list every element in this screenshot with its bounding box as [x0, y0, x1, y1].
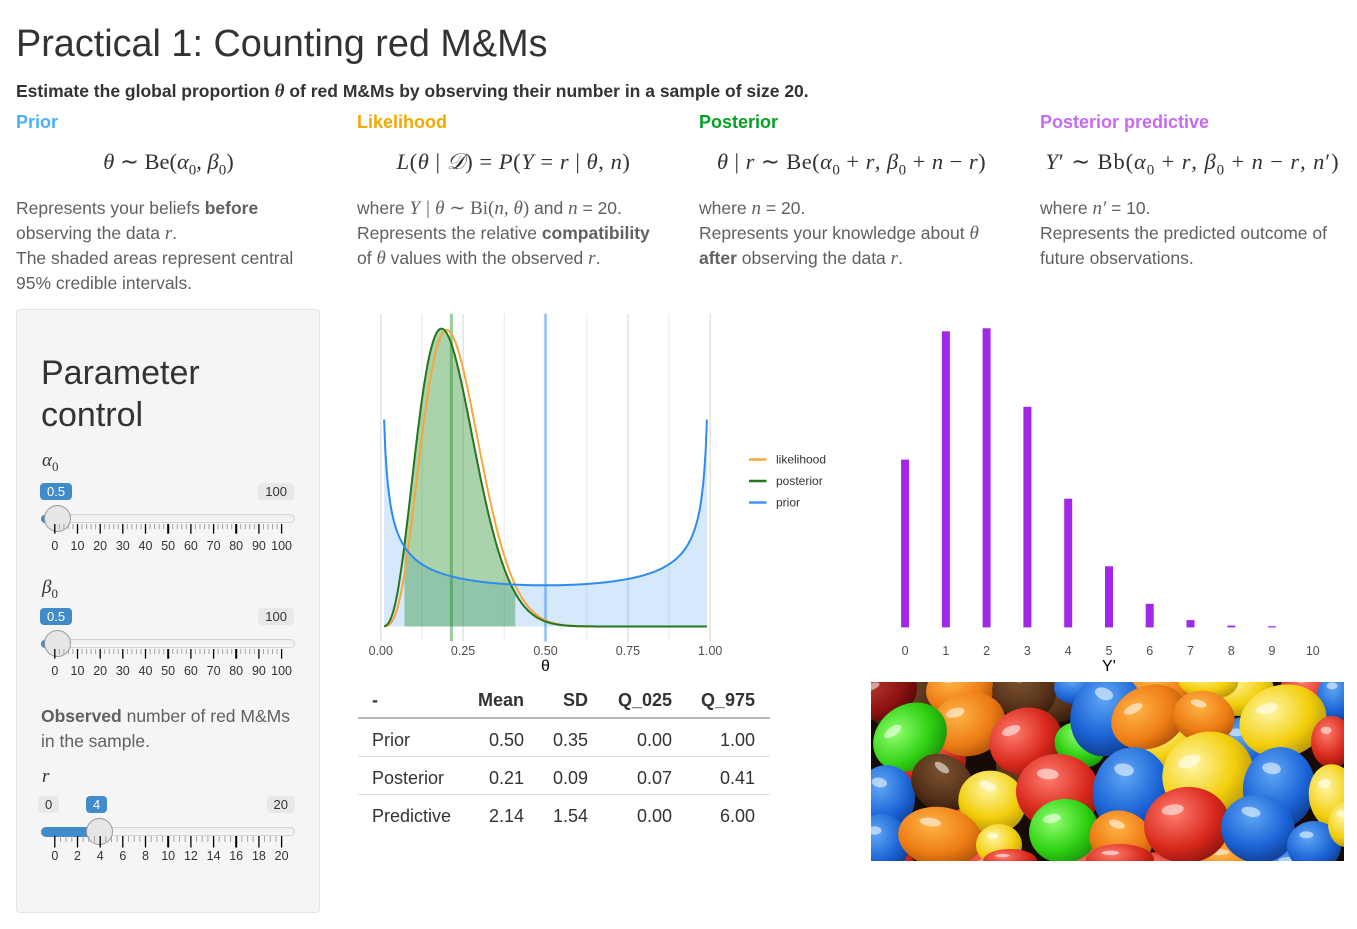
svg-text:50: 50 [161, 664, 175, 678]
svg-text:0: 0 [902, 644, 909, 658]
svg-text:100: 100 [271, 539, 292, 553]
svg-text:prior: prior [776, 496, 800, 510]
svg-text:posterior: posterior [776, 474, 823, 488]
svg-text:40: 40 [139, 664, 153, 678]
svg-text:10: 10 [161, 849, 175, 863]
svg-text:0: 0 [51, 664, 58, 678]
svg-text:10: 10 [1306, 644, 1320, 658]
svg-text:100: 100 [271, 664, 292, 678]
svg-text:4: 4 [1065, 644, 1072, 658]
svg-text:likelihood: likelihood [776, 453, 826, 467]
svg-text:2: 2 [983, 644, 990, 658]
svg-text:60: 60 [184, 664, 198, 678]
svg-text:90: 90 [252, 539, 266, 553]
svg-text:10: 10 [71, 664, 85, 678]
svg-text:14: 14 [207, 849, 221, 863]
svg-text:30: 30 [116, 539, 130, 553]
svg-text:20: 20 [93, 664, 107, 678]
svg-text:7: 7 [1187, 644, 1194, 658]
svg-text:4: 4 [97, 849, 104, 863]
svg-text:80: 80 [229, 539, 243, 553]
svg-text:0: 0 [51, 849, 58, 863]
svg-text:50: 50 [161, 539, 175, 553]
svg-text:20: 20 [275, 849, 289, 863]
svg-text:6: 6 [119, 849, 126, 863]
svg-text:10: 10 [71, 539, 85, 553]
svg-text:20: 20 [93, 539, 107, 553]
svg-text:16: 16 [229, 849, 243, 863]
svg-text:18: 18 [252, 849, 266, 863]
svg-text:30: 30 [116, 664, 130, 678]
svg-text:80: 80 [229, 664, 243, 678]
svg-text:0.00: 0.00 [369, 644, 393, 658]
svg-text:Y': Y' [1102, 658, 1116, 675]
svg-text:12: 12 [184, 849, 198, 863]
svg-text:6: 6 [1146, 644, 1153, 658]
svg-text:60: 60 [184, 539, 198, 553]
svg-text:2: 2 [74, 849, 81, 863]
svg-text:0.50: 0.50 [533, 644, 557, 658]
svg-text:1: 1 [942, 644, 949, 658]
svg-text:1.00: 1.00 [698, 644, 722, 658]
svg-text:90: 90 [252, 664, 266, 678]
svg-text:70: 70 [207, 664, 221, 678]
svg-text:8: 8 [1228, 644, 1235, 658]
svg-text:70: 70 [207, 539, 221, 553]
svg-text:θ: θ [541, 658, 550, 675]
svg-text:40: 40 [139, 539, 153, 553]
svg-text:5: 5 [1106, 644, 1113, 658]
svg-text:0.25: 0.25 [451, 644, 475, 658]
svg-text:3: 3 [1024, 644, 1031, 658]
svg-text:9: 9 [1269, 644, 1276, 658]
svg-text:8: 8 [142, 849, 149, 863]
svg-text:0: 0 [51, 539, 58, 553]
svg-text:0.75: 0.75 [616, 644, 640, 658]
